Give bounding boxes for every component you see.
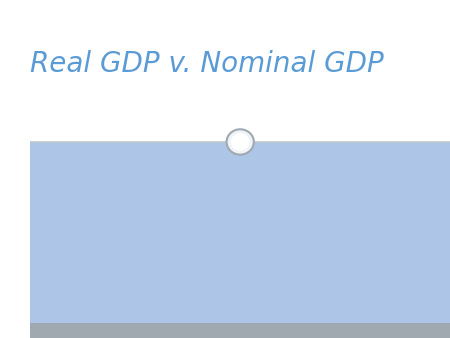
FancyBboxPatch shape xyxy=(31,323,450,338)
Ellipse shape xyxy=(226,129,254,155)
Ellipse shape xyxy=(231,133,250,151)
Text: Real GDP v. Nominal GDP: Real GDP v. Nominal GDP xyxy=(30,50,383,78)
FancyBboxPatch shape xyxy=(31,142,450,323)
FancyBboxPatch shape xyxy=(31,0,450,142)
